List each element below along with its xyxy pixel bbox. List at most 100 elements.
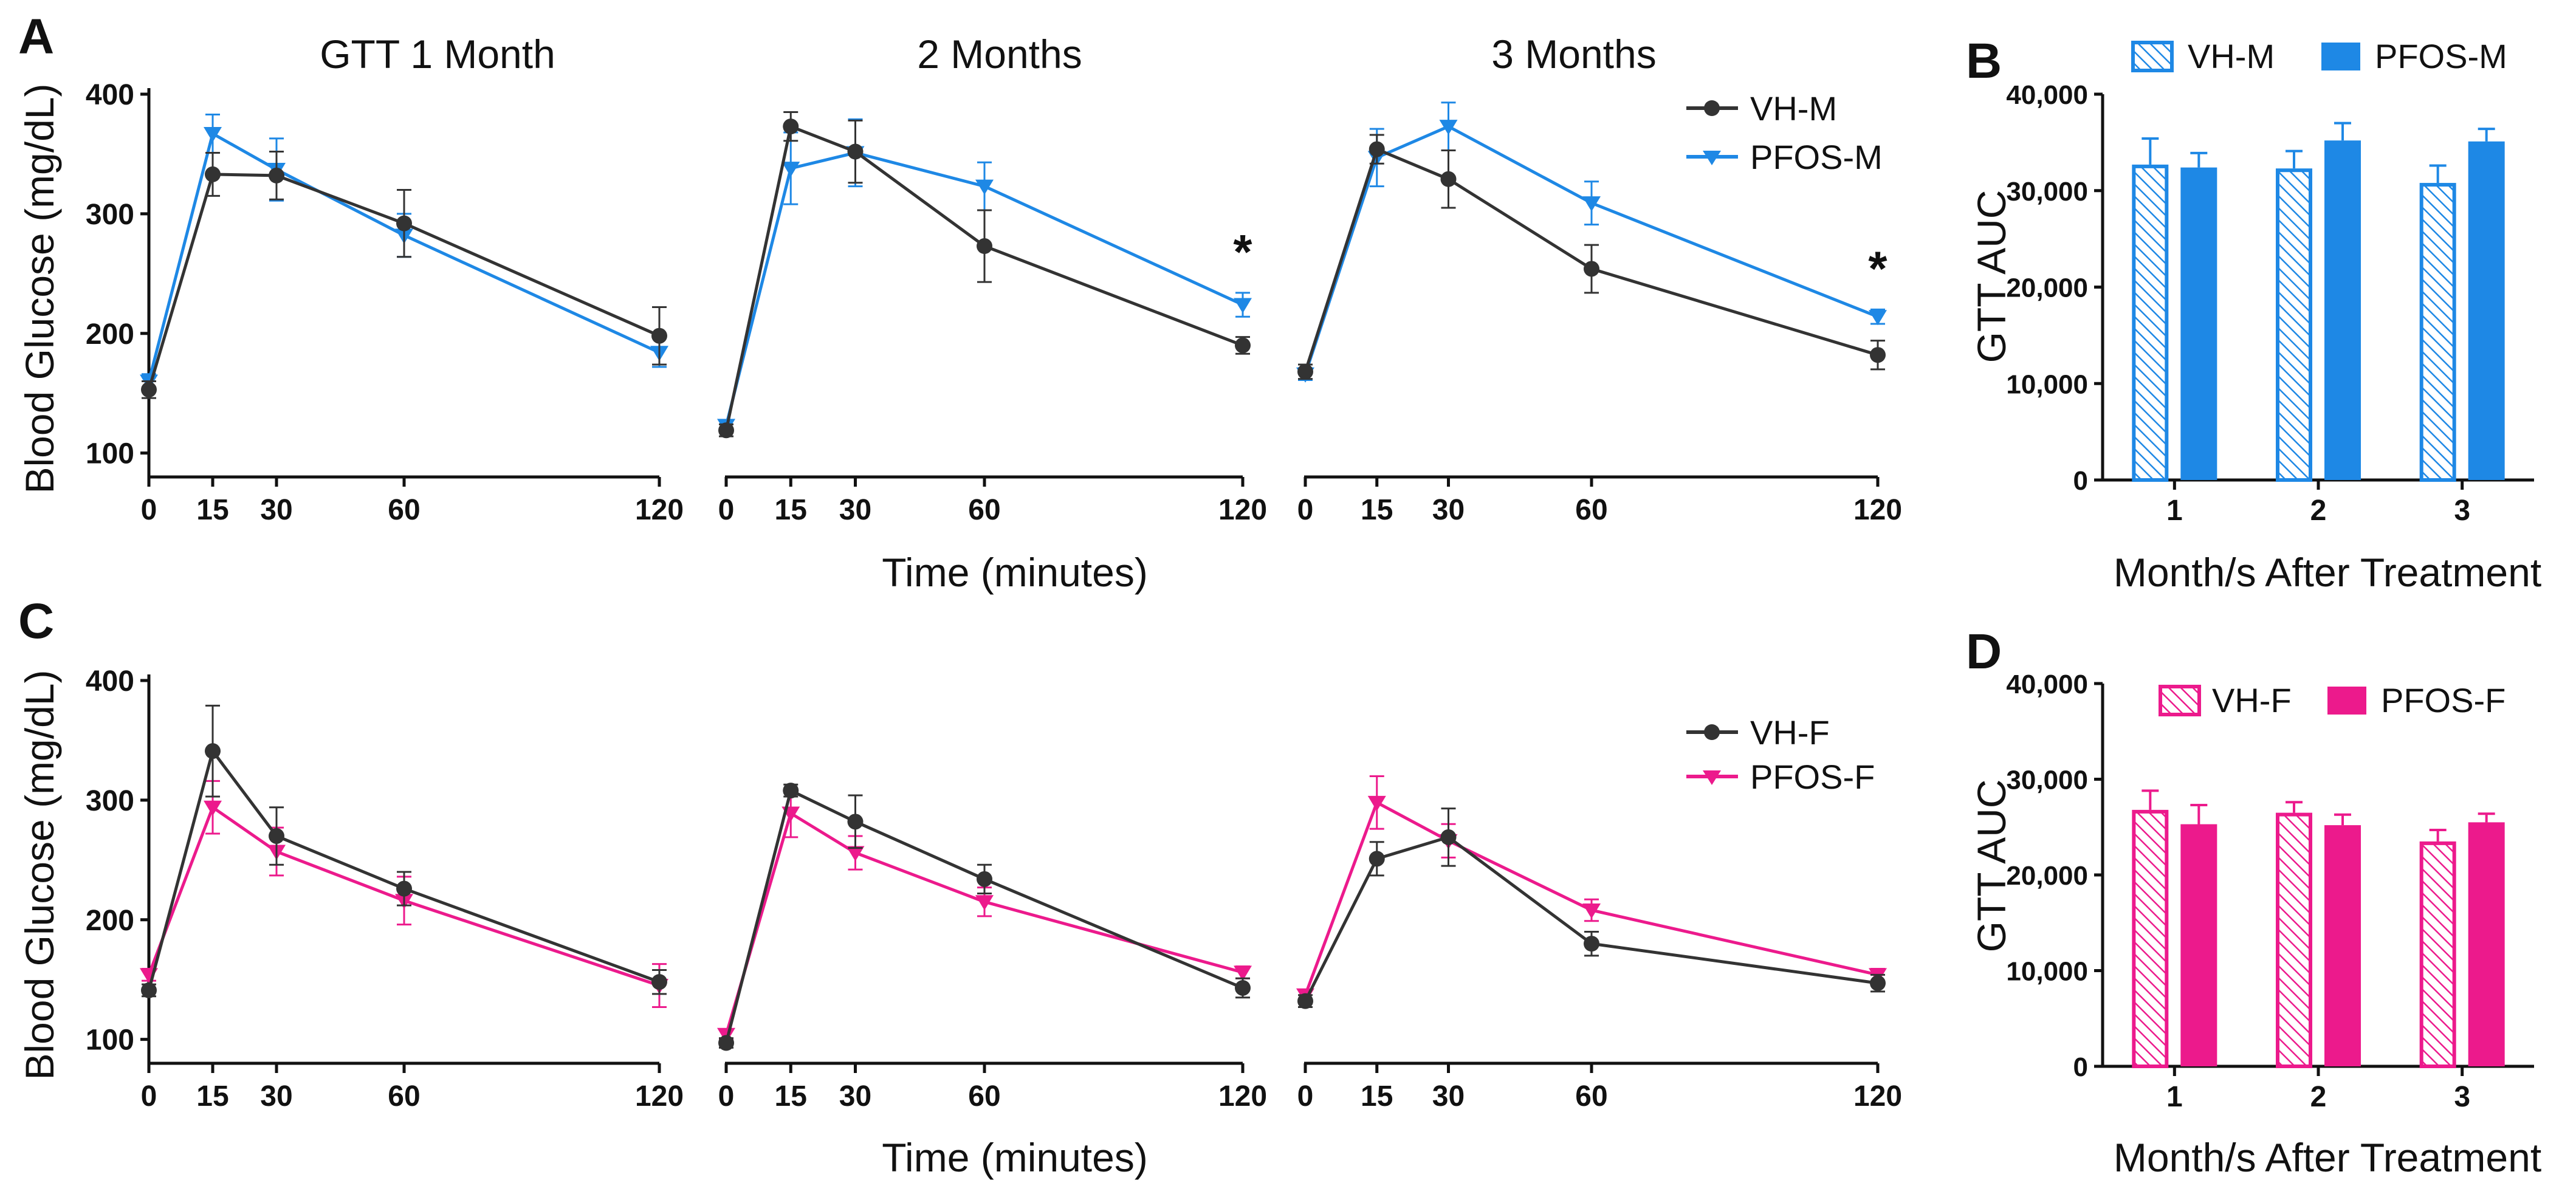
y-tick-label: 200 bbox=[86, 318, 134, 351]
y-tick-label: 0 bbox=[2073, 466, 2088, 496]
data-point-pfos-m bbox=[204, 126, 222, 142]
y-tick-label: 10,000 bbox=[2006, 957, 2088, 987]
significance-marker: * bbox=[1868, 241, 1887, 295]
y-tick-label: 10,000 bbox=[2006, 369, 2088, 399]
y-tick-label: 30,000 bbox=[2006, 766, 2088, 795]
title-a1: GTT 1 Month bbox=[320, 32, 555, 77]
data-point-vh-m bbox=[977, 238, 992, 255]
y-tick-label: 40,000 bbox=[2006, 670, 2088, 699]
data-point-vh-m bbox=[205, 166, 221, 182]
x-tick-label: 30 bbox=[1432, 1080, 1465, 1113]
x-tick-label: 15 bbox=[196, 1080, 228, 1113]
x-tick-label: 60 bbox=[968, 1080, 1000, 1113]
bar-vh-m bbox=[2419, 183, 2456, 482]
data-point-pfos-m bbox=[1582, 196, 1601, 212]
panel-letter-a: A bbox=[18, 9, 54, 64]
x-tick-label: 1 bbox=[2166, 495, 2183, 527]
data-point-vh-f bbox=[396, 880, 412, 897]
x-tick-label: 30 bbox=[839, 494, 871, 526]
y-tick-label: 30,000 bbox=[2006, 177, 2088, 207]
data-point-vh-m bbox=[141, 382, 157, 398]
series-line-pfos-f bbox=[724, 811, 1243, 1035]
data-point-vh-m bbox=[847, 143, 864, 160]
title-a2: 2 Months bbox=[917, 32, 1082, 77]
legend-a: VH-M PFOS-M bbox=[1686, 89, 1883, 176]
title-a3: 3 Months bbox=[1491, 32, 1656, 77]
panel-c1: 100 200 300 400 0 15 30 60 120 bbox=[86, 665, 684, 1113]
data-point-vh-f bbox=[1584, 936, 1599, 952]
x-tick-label: 15 bbox=[775, 494, 807, 526]
x-tick-label: 15 bbox=[775, 1080, 807, 1113]
data-point-vh-m bbox=[1297, 363, 1313, 380]
legend-d-pfos-f-label: PFOS-F bbox=[2381, 681, 2506, 719]
legend-vh-m-label: VH-M bbox=[1750, 89, 1837, 128]
legend-b: VH-M PFOS-M bbox=[2131, 37, 2507, 75]
x-tick-label: 0 bbox=[141, 1080, 157, 1113]
panel-letter-c: C bbox=[18, 594, 54, 649]
legend-vh-f-marker bbox=[1704, 724, 1720, 740]
panel-a3: 0 15 30 60 120 * bbox=[1296, 101, 1902, 526]
legend-d: VH-F PFOS-F bbox=[2159, 681, 2506, 719]
bar-vh-f bbox=[2419, 841, 2456, 1068]
data-point-vh-f bbox=[1870, 975, 1886, 992]
x-tick-label: 60 bbox=[388, 494, 420, 526]
x-tick-label: 1 bbox=[2166, 1081, 2183, 1113]
data-point-pfos-f bbox=[975, 895, 994, 911]
x-tick-label: 3 bbox=[2454, 1081, 2470, 1113]
data-point-vh-m bbox=[1584, 261, 1599, 277]
x-tick-label: 0 bbox=[1297, 494, 1314, 526]
data-point-vh-f bbox=[847, 814, 864, 830]
bar-pfos-f bbox=[2324, 825, 2361, 1066]
panel-d: 0 10,000 20,000 30,000 40,000 1 2 3 bbox=[2006, 670, 2534, 1113]
x-tick-label: 30 bbox=[260, 1080, 292, 1113]
x-tick-label: 0 bbox=[718, 1080, 735, 1113]
data-point-pfos-f bbox=[1234, 965, 1252, 981]
x-tick-label: 15 bbox=[1361, 494, 1393, 526]
legend-pfos-f-marker bbox=[1703, 770, 1721, 785]
legend-vh-m-marker bbox=[1704, 100, 1720, 116]
legend-c: VH-F PFOS-F bbox=[1686, 713, 1875, 796]
y-tick-label: 40,000 bbox=[2006, 80, 2088, 110]
legend-b-vh-m-label: VH-M bbox=[2188, 37, 2275, 75]
x-tick-label: 30 bbox=[839, 1080, 871, 1113]
bar-vh-f bbox=[2132, 809, 2169, 1069]
data-point-vh-m bbox=[783, 118, 799, 135]
y-tick-label: 400 bbox=[86, 665, 134, 698]
bar-pfos-f bbox=[2180, 824, 2217, 1066]
data-point-vh-f bbox=[977, 871, 992, 887]
data-point-pfos-m bbox=[1869, 310, 1887, 326]
y-label-b: GTT AUC bbox=[1969, 190, 2014, 363]
x-tick-label: 0 bbox=[718, 494, 735, 526]
x-tick-label: 60 bbox=[1575, 1080, 1607, 1113]
data-point-vh-m bbox=[1440, 171, 1457, 187]
bar-pfos-f bbox=[2468, 822, 2505, 1066]
x-tick-label: 60 bbox=[1575, 494, 1607, 526]
bar-vh-m bbox=[2276, 168, 2312, 482]
x-tick-label: 30 bbox=[1432, 494, 1465, 526]
x-tick-label: 120 bbox=[635, 1080, 684, 1113]
legend-pfos-f-label: PFOS-F bbox=[1750, 758, 1875, 796]
data-point-vh-f bbox=[269, 828, 284, 844]
x-label-b: Month/s After Treatment bbox=[2114, 550, 2541, 595]
panel-c3: 0 15 30 60 120 bbox=[1296, 775, 1902, 1113]
x-tick-label: 60 bbox=[968, 494, 1000, 526]
data-point-vh-f bbox=[1235, 979, 1251, 996]
x-label-a: Time (minutes) bbox=[882, 550, 1148, 595]
x-tick-label: 120 bbox=[1218, 1080, 1267, 1113]
data-point-vh-f bbox=[718, 1035, 734, 1051]
data-point-vh-m bbox=[1235, 337, 1251, 354]
data-point-pfos-f bbox=[1582, 903, 1601, 919]
x-tick-label: 60 bbox=[388, 1080, 420, 1113]
data-point-vh-f bbox=[1297, 993, 1313, 1009]
panel-b: 0 10,000 20,000 30,000 40,000 1 2 3 bbox=[2006, 80, 2534, 527]
legend-b-pfos-m-label: PFOS-M bbox=[2375, 37, 2507, 75]
data-point-pfos-m bbox=[975, 179, 994, 195]
x-tick-label: 0 bbox=[1297, 1080, 1314, 1113]
panel-a1: 100 200 300 400 0 15 30 60 120 bbox=[86, 79, 684, 526]
data-point-pfos-m bbox=[1439, 120, 1458, 135]
y-tick-label: 400 bbox=[86, 79, 134, 111]
bar-vh-f bbox=[2276, 812, 2312, 1068]
data-point-vh-m bbox=[718, 422, 734, 439]
x-tick-label: 120 bbox=[1853, 1080, 1902, 1113]
